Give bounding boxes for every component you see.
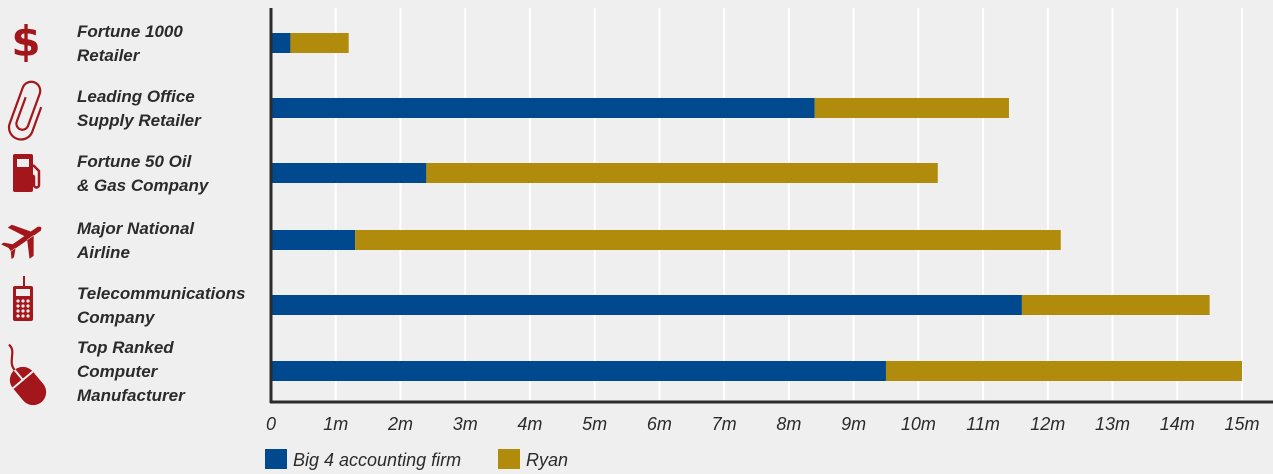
bar-segment-big4 [271,33,291,53]
paperclip-icon [7,80,43,141]
bar-segment-ryan [355,230,1061,250]
x-tick-label: 6m [647,414,672,434]
x-tick-label: 12m [1030,414,1065,434]
x-tick-label: 14m [1160,414,1195,434]
legend: Big 4 accounting firm Ryan [265,449,568,470]
legend-label: Ryan [526,450,568,470]
bar-segment-ryan [426,163,938,183]
x-tick-label: 10m [901,414,936,434]
x-tick-labels: 0 1m 2m 3m 4m 5m 6m 7m 8m 9m 10m 11m 12m 13m 14m 15m [266,414,1260,434]
category-label: Fortune 1000 Retailer [77,22,183,65]
legend-swatch [498,449,520,469]
category-label: Leading Office Supply Retailer [77,87,202,130]
x-tick-label: 15m [1224,414,1259,434]
x-tick-label: 2m [387,414,413,434]
x-tick-label: 9m [841,414,866,434]
x-tick-label: 13m [1095,414,1130,434]
category-icons: $ [1,17,47,406]
bar-segment-big4 [271,361,886,381]
bar-segment-ryan [885,361,1242,381]
x-tick-label: 3m [453,414,478,434]
grid-lines [334,8,1243,400]
x-tick-label: 11m [966,414,1000,434]
bar-segment-big4 [271,163,427,183]
bar-segment-big4 [271,230,356,250]
x-tick-label: 1m [323,414,348,434]
bar-segment-big4 [271,295,1022,315]
bar-segment-ryan [290,33,349,53]
x-tick-label: 5m [582,414,607,434]
computer-mouse-icon [8,343,47,406]
category-label: Major National Airline [76,219,195,262]
x-tick-label: 4m [517,414,542,434]
bar-segment-big4 [271,98,815,118]
legend-swatch [265,449,287,469]
bar-segment-ryan [814,98,1009,118]
category-label: Fortune 50 Oil & Gas Company [77,152,210,195]
airplane-icon [1,224,42,260]
x-tick-label: 7m [712,414,737,434]
bar-segment-ryan [1021,295,1210,315]
x-tick-label: 0 [266,414,276,434]
bars [271,33,1242,381]
x-tick-label: 8m [776,414,801,434]
category-label: Top Ranked Computer Manufacturer [77,338,186,405]
category-labels: Fortune 1000 Retailer Leading Office Supply… [76,22,245,405]
legend-label: Big 4 accounting firm [293,450,461,470]
mobile-phone-icon [13,276,33,321]
fuel-pump-icon [13,154,41,192]
category-label: Telecommunications Company [77,284,245,327]
svg-text:$: $ [11,17,40,66]
dollar-icon: $ [11,17,40,66]
axes [269,8,1273,404]
